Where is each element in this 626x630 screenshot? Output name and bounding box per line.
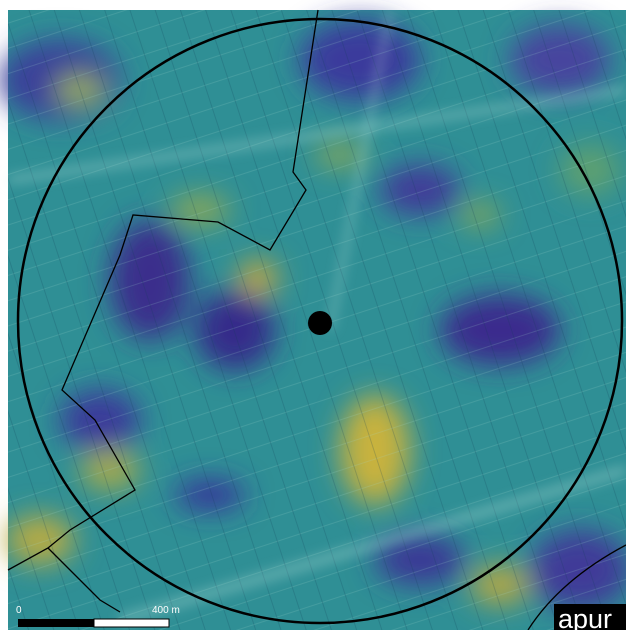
boundaries xyxy=(7,9,626,630)
logo-text: apur xyxy=(558,604,612,630)
logo-box xyxy=(554,604,626,630)
scale-start-label: 0 xyxy=(16,605,22,616)
center-point xyxy=(308,311,332,335)
logo: apur xyxy=(554,604,626,630)
scale-bar: 0 400 m xyxy=(16,605,180,628)
scale-segment xyxy=(18,619,94,627)
district-boundary xyxy=(47,547,121,613)
scale-end-label: 400 m xyxy=(152,605,180,616)
radius-circle xyxy=(16,17,624,625)
district-boundary xyxy=(7,9,319,571)
district-boundary xyxy=(527,544,626,630)
scale-segment xyxy=(93,618,170,628)
